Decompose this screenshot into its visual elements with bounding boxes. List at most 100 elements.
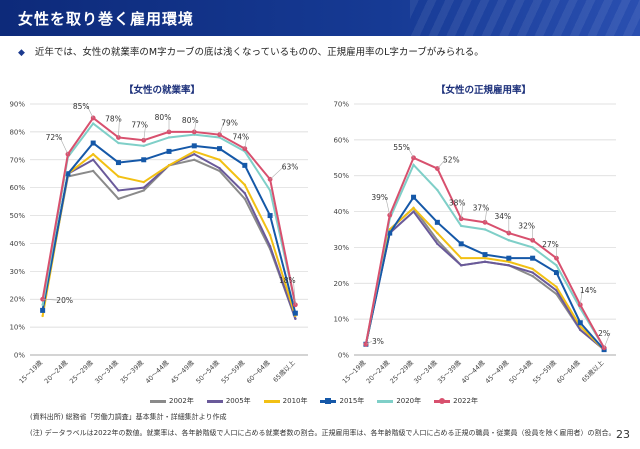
data-point [142,186,145,189]
x-tick-label: 40～44歳 [143,358,171,386]
y-tick-label: 60% [9,184,25,192]
data-point [41,314,44,318]
data-point [577,320,583,326]
data-point [40,296,46,302]
legend-item-2002: 2002年 [150,396,194,406]
data-point [193,150,196,153]
data-point [268,233,272,237]
data-point [41,303,44,306]
data-point [142,180,145,184]
legend-label: 2010年 [282,397,308,405]
data-point [267,213,273,219]
chart-title-employment-rate: 【女性の就業率】 [124,85,201,96]
data-point [412,163,415,167]
page-title: 女性を取り巻く雇用環境 [18,10,195,28]
x-tick-label: 20～24歳 [364,358,392,386]
data-point [217,146,223,152]
data-label: 55% [393,143,410,152]
data-label-leader [42,298,59,301]
data-label: 74% [232,133,249,142]
data-point [243,183,247,187]
y-tick-label: 20% [333,280,349,288]
data-point [434,219,440,225]
data-point [459,256,463,260]
x-tick-label: 35～39歳 [435,358,463,386]
x-tick-label: 55～59歳 [531,358,559,386]
data-point [167,164,171,167]
data-point [483,256,487,260]
data-point [268,189,272,192]
data-point [218,169,221,173]
y-tick-label: 50% [333,172,349,180]
data-point [117,189,120,192]
legend-item-2020: 2020年 [377,396,421,406]
data-point [555,285,558,289]
data-label: 63% [282,162,299,171]
data-label-leader [143,124,147,141]
data-label: 38% [449,199,466,208]
data-point [40,307,46,313]
data-point [117,141,120,145]
legend-label: 2020年 [396,397,422,405]
y-tick-label: 70% [9,156,25,164]
x-tick-label: 40～44歳 [459,358,487,386]
data-point [242,162,248,168]
legend-label: 2002年 [169,397,194,405]
x-tick-label: 30～34歳 [412,358,440,386]
source-note: (資料出所) 総務省「労働力調査」基本集計・詳細集計より作成 [30,413,227,421]
summary-text: 近年では、女性の就業率のM字カーブの底は浅くなっているものの、正規雇用率のL字カ… [34,47,484,58]
data-point [142,144,145,148]
data-label-leader [219,122,224,135]
data-point [387,230,393,236]
header-decoration [410,0,640,36]
data-point [482,252,488,258]
data-label-leader [118,118,120,138]
data-label: 27% [542,240,559,249]
x-tick-label: 30～34歳 [93,358,121,386]
data-label-leader [437,159,446,169]
y-tick-label: 30% [333,244,349,252]
x-tick-label: 50～54歳 [507,358,535,386]
data-label: 52% [443,156,460,165]
legend: 2002年 2005年 2010年 2015年 2020年 2022年 [150,396,478,406]
data-label: 78% [105,114,122,123]
data-point [90,115,96,121]
series-line [41,150,297,317]
data-point [65,171,71,177]
data-point [436,242,439,246]
data-label-leader [269,166,285,180]
data-point [436,188,439,192]
legend-item-2022: 2022年 [434,396,478,406]
data-point [243,197,247,201]
data-point [459,224,463,228]
data-point [90,140,96,146]
data-point [363,341,369,347]
data-point [411,155,416,161]
data-point [388,228,391,231]
data-label-leader [603,332,611,348]
data-point [193,153,196,156]
x-tick-label: 25～29歳 [388,358,416,386]
data-point [579,328,582,332]
data-point [601,345,607,351]
data-point [506,230,512,236]
data-point [115,160,121,166]
data-point [218,158,221,161]
x-tick-label: 65歳以上 [271,358,297,384]
data-label: 18% [279,276,296,285]
data-label-leader [407,146,414,158]
x-tick-label: 15～19歳 [340,358,368,386]
data-point [507,264,511,267]
data-point [141,157,147,163]
data-point [531,274,534,278]
data-point [191,143,197,149]
data-point [412,206,415,210]
data-point [555,292,558,296]
data-point [243,192,247,195]
x-tick-label: 15～19歳 [17,358,45,386]
data-label: 3% [372,337,384,346]
y-tick-label: 40% [333,208,349,216]
y-tick-label: 80% [9,128,25,136]
data-point [458,241,464,247]
legend-swatch [206,399,223,403]
